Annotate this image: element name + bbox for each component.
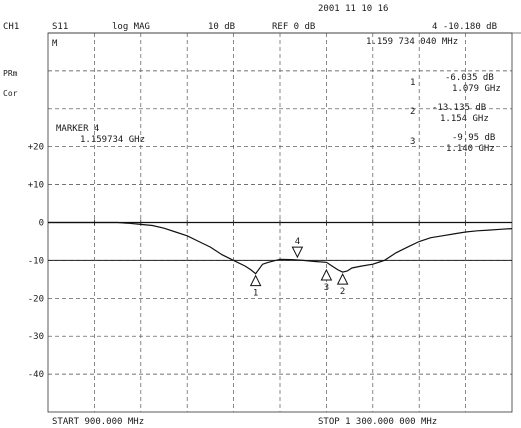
start-freq-label: START 900.000 MHz: [52, 417, 144, 427]
plot-grid: [47, 32, 513, 413]
ref-label: REF 0 dB: [272, 22, 315, 32]
trace-markers: 1 4 3 2: [249, 237, 349, 299]
stop-freq-label: STOP 1 300.000 000 MHz: [318, 417, 437, 427]
marker-label: 2: [340, 287, 345, 297]
param-label: S11: [52, 22, 68, 32]
marker-box-title: MARKER 4: [56, 124, 99, 134]
marker-label: 4: [295, 237, 300, 247]
marker-triangle: [336, 273, 349, 285]
y-tick-label: +10: [28, 181, 44, 191]
marker-list-num: 3: [410, 137, 415, 147]
y-tick-label: -20: [28, 294, 44, 304]
marker-label: 3: [324, 283, 329, 293]
y-tick-label: 0: [39, 219, 44, 229]
marker-list-freq: 1.079 GHz: [452, 84, 501, 94]
marker-list-num: 2: [410, 107, 415, 117]
side-label-prm: PRm: [3, 69, 18, 78]
marker-readout: 4 -10.180 dB: [432, 22, 497, 32]
marker-list-item: 1 -6.035 dB 1.079 GHz: [410, 73, 501, 94]
y-tick-labels: +20 +10 0 -10 -20 -30 -40: [28, 143, 44, 380]
marker-list-freq: 1.140 GHz: [446, 144, 495, 154]
marker-list-value: -9.95 dB: [452, 133, 495, 143]
marker-list-freq: 1.154 GHz: [440, 114, 489, 124]
format-label: log MAG: [112, 22, 150, 32]
marker-triangle: [291, 246, 304, 259]
scale-label: 10 dB: [208, 22, 235, 32]
trace-label: M: [52, 39, 58, 49]
marker-triangle: [249, 274, 262, 287]
y-tick-label: +20: [28, 143, 44, 153]
marker-triangle: [320, 268, 333, 281]
side-label-cor: Cor: [3, 89, 18, 98]
marker-label: 1: [253, 289, 258, 299]
marker-list-value: -13.135 dB: [432, 103, 486, 113]
datetime-label: 2001 11 10 16: [318, 4, 388, 14]
y-tick-label: -30: [28, 332, 44, 342]
y-tick-label: -10: [28, 256, 44, 266]
marker-freq-label: 1.159 734 040 MHz: [366, 37, 458, 47]
y-tick-label: -40: [28, 370, 44, 380]
marker-box-value: 1.159734 GHz: [80, 135, 145, 145]
marker-list-num: 1: [410, 78, 415, 88]
marker-list-value: -6.035 dB: [445, 73, 494, 83]
trace: [48, 221, 513, 275]
marker-list-item: 2 -13.135 dB 1.154 GHz: [410, 103, 489, 124]
trace-line: [48, 221, 513, 275]
channel-label: CH1: [3, 22, 19, 32]
marker-list-item: 3 -9.95 dB 1.140 GHz: [410, 133, 495, 154]
